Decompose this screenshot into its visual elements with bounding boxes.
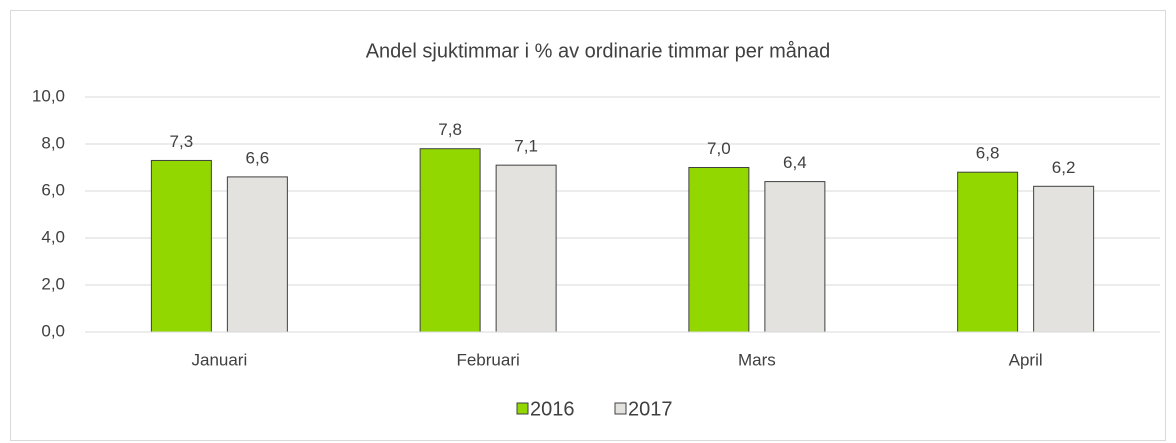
legend-swatch <box>614 402 627 415</box>
y-tick-label: 8,0 <box>41 133 65 152</box>
bar <box>688 167 750 333</box>
data-label: 7,3 <box>170 132 194 151</box>
data-label: 7,1 <box>514 137 538 156</box>
x-tick-label: Mars <box>738 350 776 369</box>
data-label: 7,0 <box>707 139 731 158</box>
y-tick-label: 4,0 <box>41 227 65 246</box>
x-tick-label: April <box>1009 350 1043 369</box>
x-tick-label: Januari <box>191 350 247 369</box>
data-label: 6,2 <box>1052 158 1076 177</box>
data-label: 6,4 <box>783 153 807 172</box>
data-label: 7,8 <box>438 120 462 139</box>
y-tick-label: 6,0 <box>41 180 65 199</box>
data-label: 6,8 <box>976 144 1000 163</box>
y-tick-label: 2,0 <box>41 274 65 293</box>
bar <box>495 164 557 333</box>
y-tick-label: 0,0 <box>41 321 65 340</box>
bar <box>419 148 481 333</box>
legend-label: 2016 <box>530 398 575 420</box>
y-tick-label: 10,0 <box>32 86 65 105</box>
legend-label: 2017 <box>628 398 673 420</box>
x-tick-label: Februari <box>456 350 519 369</box>
bar <box>764 181 826 333</box>
bar <box>1033 185 1095 333</box>
legend-swatch <box>516 402 529 415</box>
bar <box>150 159 212 333</box>
bar <box>226 176 288 333</box>
bar <box>957 171 1019 333</box>
data-label: 6,6 <box>246 148 270 167</box>
chart-title: Andel sjuktimmar i % av ordinarie timmar… <box>366 40 831 62</box>
